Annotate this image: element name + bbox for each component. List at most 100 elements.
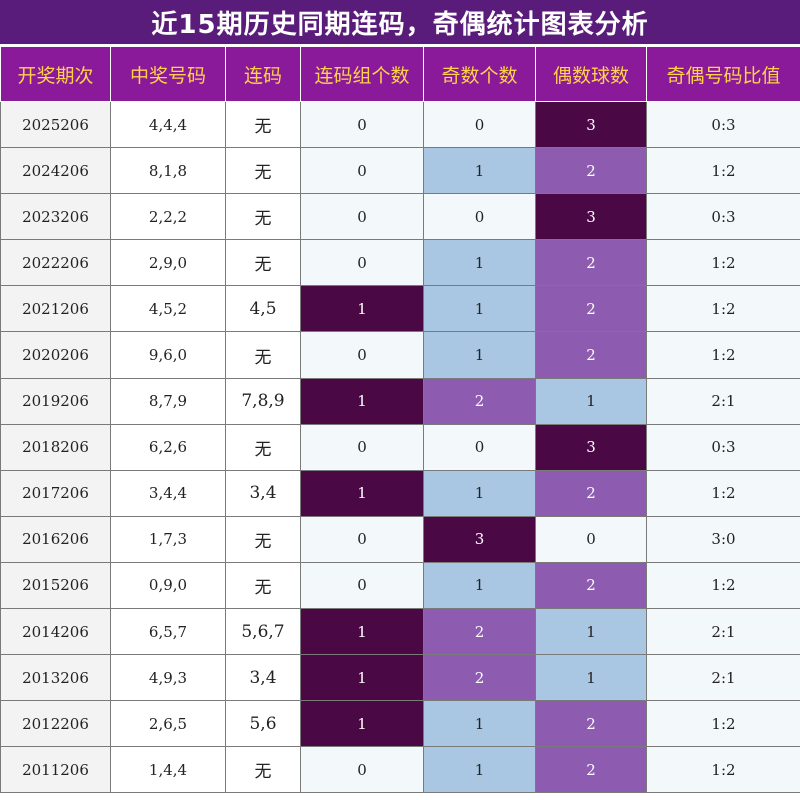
consecutive-groups-cell: 0 [300, 193, 424, 241]
consecutive-cell: 3,4 [225, 654, 301, 702]
odd-count-cell: 2 [423, 608, 536, 656]
even-count-cell: 3 [535, 193, 647, 241]
ratio-cell: 1:2 [646, 561, 800, 610]
odd-count-cell: 1 [423, 239, 536, 287]
consecutive-groups-cell: 1 [300, 654, 424, 702]
winning-number-cell: 3,4,4 [110, 469, 226, 517]
ratio-cell: 1:2 [646, 285, 800, 333]
even-count-cell: 2 [535, 746, 647, 794]
ratio-cell: 2:1 [646, 608, 800, 656]
header-even-count: 偶数球数 [535, 46, 647, 102]
ratio-cell: 1:2 [646, 746, 800, 794]
table-row: 2017206 3,4,4 3,4 1 1 2 1:2 [0, 469, 800, 517]
even-count-cell: 0 [535, 515, 647, 563]
period-cell: 2019206 [0, 377, 111, 425]
ratio-cell: 1:2 [646, 239, 800, 287]
consecutive-groups-cell: 0 [300, 515, 424, 563]
winning-number-cell: 0,9,0 [110, 561, 226, 610]
header-consecutive-groups: 连码组个数 [300, 46, 424, 102]
consecutive-cell: 无 [225, 331, 301, 379]
table-row: 2020206 9,6,0 无 0 1 2 1:2 [0, 331, 800, 379]
odd-count-cell: 1 [423, 285, 536, 333]
winning-number-cell: 1,4,4 [110, 746, 226, 794]
winning-number-cell: 6,5,7 [110, 608, 226, 656]
table-row: 2019206 8,7,9 7,8,9 1 2 1 2:1 [0, 377, 800, 425]
odd-count-cell: 0 [423, 423, 536, 471]
header-consecutive: 连码 [225, 46, 301, 102]
period-cell: 2017206 [0, 469, 111, 517]
winning-number-cell: 2,6,5 [110, 700, 226, 748]
table-row: 2024206 8,1,8 无 0 1 2 1:2 [0, 147, 800, 195]
ratio-cell: 2:1 [646, 654, 800, 702]
header-row: 开奖期次 中奖号码 连码 连码组个数 奇数个数 偶数球数 奇偶号码比值 [0, 46, 800, 102]
consecutive-groups-cell: 0 [300, 100, 424, 149]
header-odd-count: 奇数个数 [423, 46, 536, 102]
consecutive-cell: 无 [225, 515, 301, 563]
consecutive-groups-cell: 1 [300, 700, 424, 748]
header-period: 开奖期次 [0, 46, 111, 102]
even-count-cell: 2 [535, 147, 647, 195]
period-cell: 2023206 [0, 193, 111, 241]
odd-count-cell: 0 [423, 100, 536, 149]
odd-count-cell: 1 [423, 147, 536, 195]
consecutive-groups-cell: 0 [300, 239, 424, 287]
table-row: 2018206 6,2,6 无 0 0 3 0:3 [0, 423, 800, 471]
period-cell: 2025206 [0, 100, 111, 149]
winning-number-cell: 4,4,4 [110, 100, 226, 149]
consecutive-groups-cell: 1 [300, 285, 424, 333]
ratio-cell: 1:2 [646, 700, 800, 748]
odd-count-cell: 1 [423, 746, 536, 794]
winning-number-cell: 2,9,0 [110, 239, 226, 287]
consecutive-groups-cell: 0 [300, 561, 424, 610]
odd-count-cell: 0 [423, 193, 536, 241]
ratio-cell: 0:3 [646, 193, 800, 241]
even-count-cell: 1 [535, 608, 647, 656]
consecutive-cell: 无 [225, 147, 301, 195]
page-title: 近15期历史同期连码，奇偶统计图表分析 [0, 0, 800, 46]
consecutive-groups-cell: 0 [300, 423, 424, 471]
winning-number-cell: 8,1,8 [110, 147, 226, 195]
winning-number-cell: 2,2,2 [110, 193, 226, 241]
even-count-cell: 1 [535, 377, 647, 425]
consecutive-groups-cell: 0 [300, 746, 424, 794]
winning-number-cell: 4,9,3 [110, 654, 226, 702]
stats-table: 开奖期次 中奖号码 连码 连码组个数 奇数个数 偶数球数 奇偶号码比值 2025… [0, 46, 800, 794]
table-row: 2021206 4,5,2 4,5 1 1 2 1:2 [0, 285, 800, 333]
consecutive-cell: 无 [225, 561, 301, 610]
consecutive-groups-cell: 1 [300, 469, 424, 517]
consecutive-cell: 3,4 [225, 469, 301, 517]
winning-number-cell: 9,6,0 [110, 331, 226, 379]
period-cell: 2013206 [0, 654, 111, 702]
consecutive-cell: 无 [225, 100, 301, 149]
odd-count-cell: 1 [423, 700, 536, 748]
consecutive-cell: 4,5 [225, 285, 301, 333]
table-row: 2025206 4,4,4 无 0 0 3 0:3 [0, 100, 800, 149]
period-cell: 2012206 [0, 700, 111, 748]
even-count-cell: 2 [535, 285, 647, 333]
even-count-cell: 2 [535, 469, 647, 517]
consecutive-cell: 无 [225, 423, 301, 471]
winning-number-cell: 8,7,9 [110, 377, 226, 425]
consecutive-cell: 7,8,9 [225, 377, 301, 425]
table-row: 2015206 0,9,0 无 0 1 2 1:2 [0, 561, 800, 610]
header-winning-number: 中奖号码 [110, 46, 226, 102]
period-cell: 2018206 [0, 423, 111, 471]
odd-count-cell: 1 [423, 469, 536, 517]
even-count-cell: 3 [535, 100, 647, 149]
period-cell: 2020206 [0, 331, 111, 379]
ratio-cell: 0:3 [646, 423, 800, 471]
table-row: 2016206 1,7,3 无 0 3 0 3:0 [0, 515, 800, 563]
consecutive-groups-cell: 1 [300, 608, 424, 656]
ratio-cell: 0:3 [646, 100, 800, 149]
consecutive-groups-cell: 0 [300, 147, 424, 195]
table-row: 2022206 2,9,0 无 0 1 2 1:2 [0, 239, 800, 287]
odd-count-cell: 1 [423, 561, 536, 610]
period-cell: 2015206 [0, 561, 111, 610]
even-count-cell: 3 [535, 423, 647, 471]
consecutive-cell: 5,6,7 [225, 608, 301, 656]
consecutive-cell: 无 [225, 239, 301, 287]
ratio-cell: 1:2 [646, 469, 800, 517]
consecutive-cell: 无 [225, 746, 301, 794]
even-count-cell: 2 [535, 331, 647, 379]
even-count-cell: 2 [535, 700, 647, 748]
